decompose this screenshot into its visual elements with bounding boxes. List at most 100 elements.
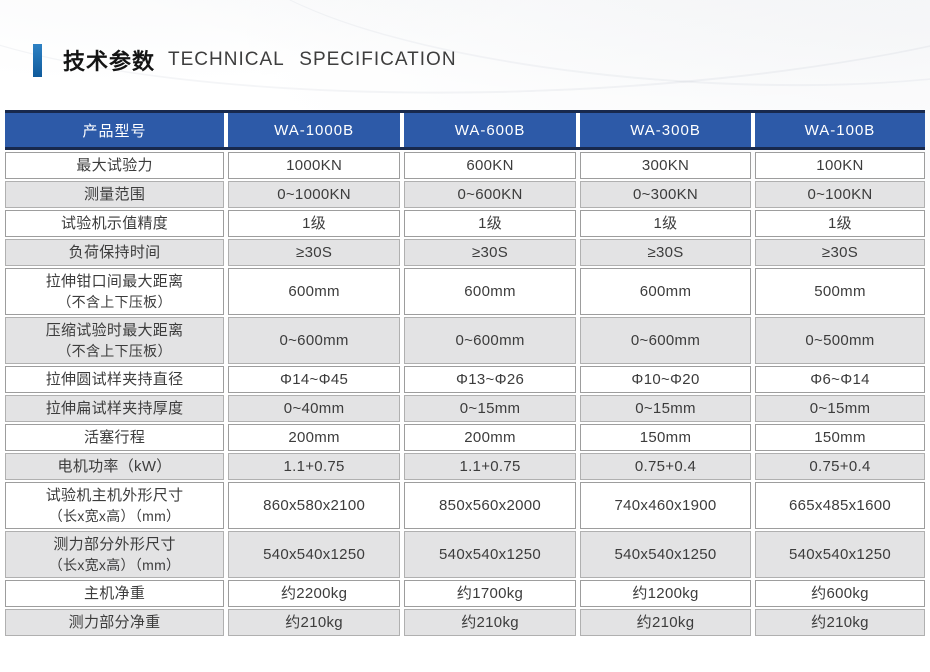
row-label-line1: 测量范围 xyxy=(83,186,146,203)
spec-value: 1000KN xyxy=(228,152,401,179)
row-label: 试验机示值精度 xyxy=(5,210,225,237)
spec-value: 600mm xyxy=(580,268,751,315)
row-label: 拉伸圆试样夹持直径 xyxy=(5,366,225,393)
spec-value: 100KN xyxy=(755,152,925,179)
spec-value: ≥30S xyxy=(580,239,751,266)
spec-value: 1级 xyxy=(404,210,577,237)
table-row: 测量范围 0~1000KN 0~600KN 0~300KN 0~100KN xyxy=(5,181,925,208)
spec-value: 150mm xyxy=(755,424,925,451)
row-label: 负荷保持时间 xyxy=(5,239,225,266)
spec-value: 0~600mm xyxy=(404,317,577,364)
table-row: 测力部分净重 约210kg 约210kg 约210kg 约210kg xyxy=(5,609,925,636)
spec-value: 约210kg xyxy=(404,609,577,636)
spec-value: 0~40mm xyxy=(228,395,401,422)
row-label-line1: 测力部分净重 xyxy=(68,614,161,631)
row-label: 测力部分净重 xyxy=(5,609,225,636)
spec-value: Φ10~Φ20 xyxy=(580,366,751,393)
table-body: 最大试验力 1000KN 600KN 300KN 100KN 测量范围 0~1000KN 0~… xyxy=(5,152,925,636)
spec-value: 0~100KN xyxy=(755,181,925,208)
table-row: 试验机示值精度 1级 1级 1级 1级 xyxy=(5,210,925,237)
spec-value: 1级 xyxy=(755,210,925,237)
row-label: 试验机主机外形尺寸 （长x宽x高）（mm） xyxy=(5,482,225,529)
table-row: 电机功率（kW） 1.1+0.75 1.1+0.75 0.75+0.4 0.75+0.4 xyxy=(5,453,925,480)
spec-value: 150mm xyxy=(580,424,751,451)
row-label: 最大试验力 xyxy=(5,152,225,179)
spec-value: 540x540x1250 xyxy=(228,531,401,578)
spec-value: 1.1+0.75 xyxy=(404,453,577,480)
title-accent-bar xyxy=(33,43,42,77)
row-label-line1: 活塞行程 xyxy=(83,429,146,446)
row-label-line2: （不含上下压板） xyxy=(57,342,172,359)
spec-value: 0~15mm xyxy=(404,395,577,422)
row-label: 活塞行程 xyxy=(5,424,225,451)
spec-value: 665x485x1600 xyxy=(755,482,925,529)
spec-value: Φ13~Φ26 xyxy=(404,366,577,393)
table-row: 拉伸圆试样夹持直径 Φ14~Φ45 Φ13~Φ26 Φ10~Φ20 Φ6~Φ14 xyxy=(5,366,925,393)
spec-value: 540x540x1250 xyxy=(404,531,577,578)
spec-value: ≥30S xyxy=(755,239,925,266)
spec-value: 1级 xyxy=(228,210,401,237)
column-header-param: 产品型号 xyxy=(5,113,225,147)
spec-value: 540x540x1250 xyxy=(755,531,925,578)
spec-value: 0~600mm xyxy=(228,317,401,364)
spec-value: 约210kg xyxy=(228,609,401,636)
column-header-model: WA-300B xyxy=(580,113,751,147)
row-label-line1: 最大试验力 xyxy=(76,157,153,174)
section-title-chinese: 技术参数 xyxy=(63,49,156,74)
spec-value: 0.75+0.4 xyxy=(580,453,751,480)
spec-value: 0~600KN xyxy=(404,181,577,208)
row-label-line2: （不含上下压板） xyxy=(57,293,172,310)
spec-value: 600mm xyxy=(404,268,577,315)
table-row: 负荷保持时间 ≥30S ≥30S ≥30S ≥30S xyxy=(5,239,925,266)
spec-value: 850x560x2000 xyxy=(404,482,577,529)
row-label: 测力部分外形尺寸 （长x宽x高）（mm） xyxy=(5,531,225,578)
row-label: 主机净重 xyxy=(5,580,225,607)
table-row: 压缩试验时最大距离 （不含上下压板） 0~600mm 0~600mm 0~600mm 0~… xyxy=(5,317,925,364)
spec-value: Φ14~Φ45 xyxy=(228,366,401,393)
spec-value: 约210kg xyxy=(755,609,925,636)
table-row: 拉伸扁试样夹持厚度 0~40mm 0~15mm 0~15mm 0~15mm xyxy=(5,395,925,422)
row-label-line1: 测力部分外形尺寸 xyxy=(53,535,176,553)
spec-value: 740x460x1900 xyxy=(580,482,751,529)
spec-value: 约2200kg xyxy=(228,580,401,607)
column-header-model: WA-600B xyxy=(404,113,577,147)
table-header-row: 产品型号 WA-1000B WA-600B WA-300B WA-100B xyxy=(5,110,925,150)
row-label-line1: 试验机示值精度 xyxy=(61,215,169,232)
row-label: 拉伸钳口间最大距离 （不含上下压板） xyxy=(5,268,225,315)
spec-value: 0~15mm xyxy=(580,395,751,422)
spec-value: 600KN xyxy=(404,152,577,179)
spec-value: 200mm xyxy=(404,424,577,451)
table-row: 主机净重 约2200kg 约1700kg 约1200kg 约600kg xyxy=(5,580,925,607)
table-row: 测力部分外形尺寸 （长x宽x高）（mm） 540x540x1250 540x540x1… xyxy=(5,531,925,578)
row-label-line1: 拉伸圆试样夹持直径 xyxy=(45,371,184,388)
spec-value: 1.1+0.75 xyxy=(228,453,401,480)
row-label-line1: 压缩试验时最大距离 xyxy=(45,321,184,339)
spec-value: ≥30S xyxy=(404,239,577,266)
spec-value: 600mm xyxy=(228,268,401,315)
row-label-line1: 拉伸扁试样夹持厚度 xyxy=(45,400,184,417)
row-label-line2: （长x宽x高）（mm） xyxy=(48,556,181,573)
table-row: 活塞行程 200mm 200mm 150mm 150mm xyxy=(5,424,925,451)
column-header-model: WA-100B xyxy=(755,113,925,147)
spec-value: 860x580x2100 xyxy=(228,482,401,529)
table-row: 试验机主机外形尺寸 （长x宽x高）（mm） 860x580x2100 850x560x… xyxy=(5,482,925,529)
spec-value: 约210kg xyxy=(580,609,751,636)
row-label: 电机功率（kW） xyxy=(5,453,225,480)
spec-value: 540x540x1250 xyxy=(580,531,751,578)
spec-value: 0~1000KN xyxy=(228,181,401,208)
section-title-english: TECHNICAL SPECIFICATION xyxy=(168,49,457,70)
spec-value: 300KN xyxy=(580,152,751,179)
row-label: 拉伸扁试样夹持厚度 xyxy=(5,395,225,422)
spec-value: 约600kg xyxy=(755,580,925,607)
spec-value: 0~600mm xyxy=(580,317,751,364)
spec-value: 1级 xyxy=(580,210,751,237)
column-header-model: WA-1000B xyxy=(228,113,401,147)
spec-value: 0.75+0.4 xyxy=(755,453,925,480)
row-label-line1: 负荷保持时间 xyxy=(68,244,161,261)
row-label-line1: 电机功率（kW） xyxy=(57,458,172,475)
row-label: 压缩试验时最大距离 （不含上下压板） xyxy=(5,317,225,364)
row-label-line1: 主机净重 xyxy=(83,585,146,602)
spec-value: Φ6~Φ14 xyxy=(755,366,925,393)
row-label-line1: 试验机主机外形尺寸 xyxy=(45,486,184,504)
